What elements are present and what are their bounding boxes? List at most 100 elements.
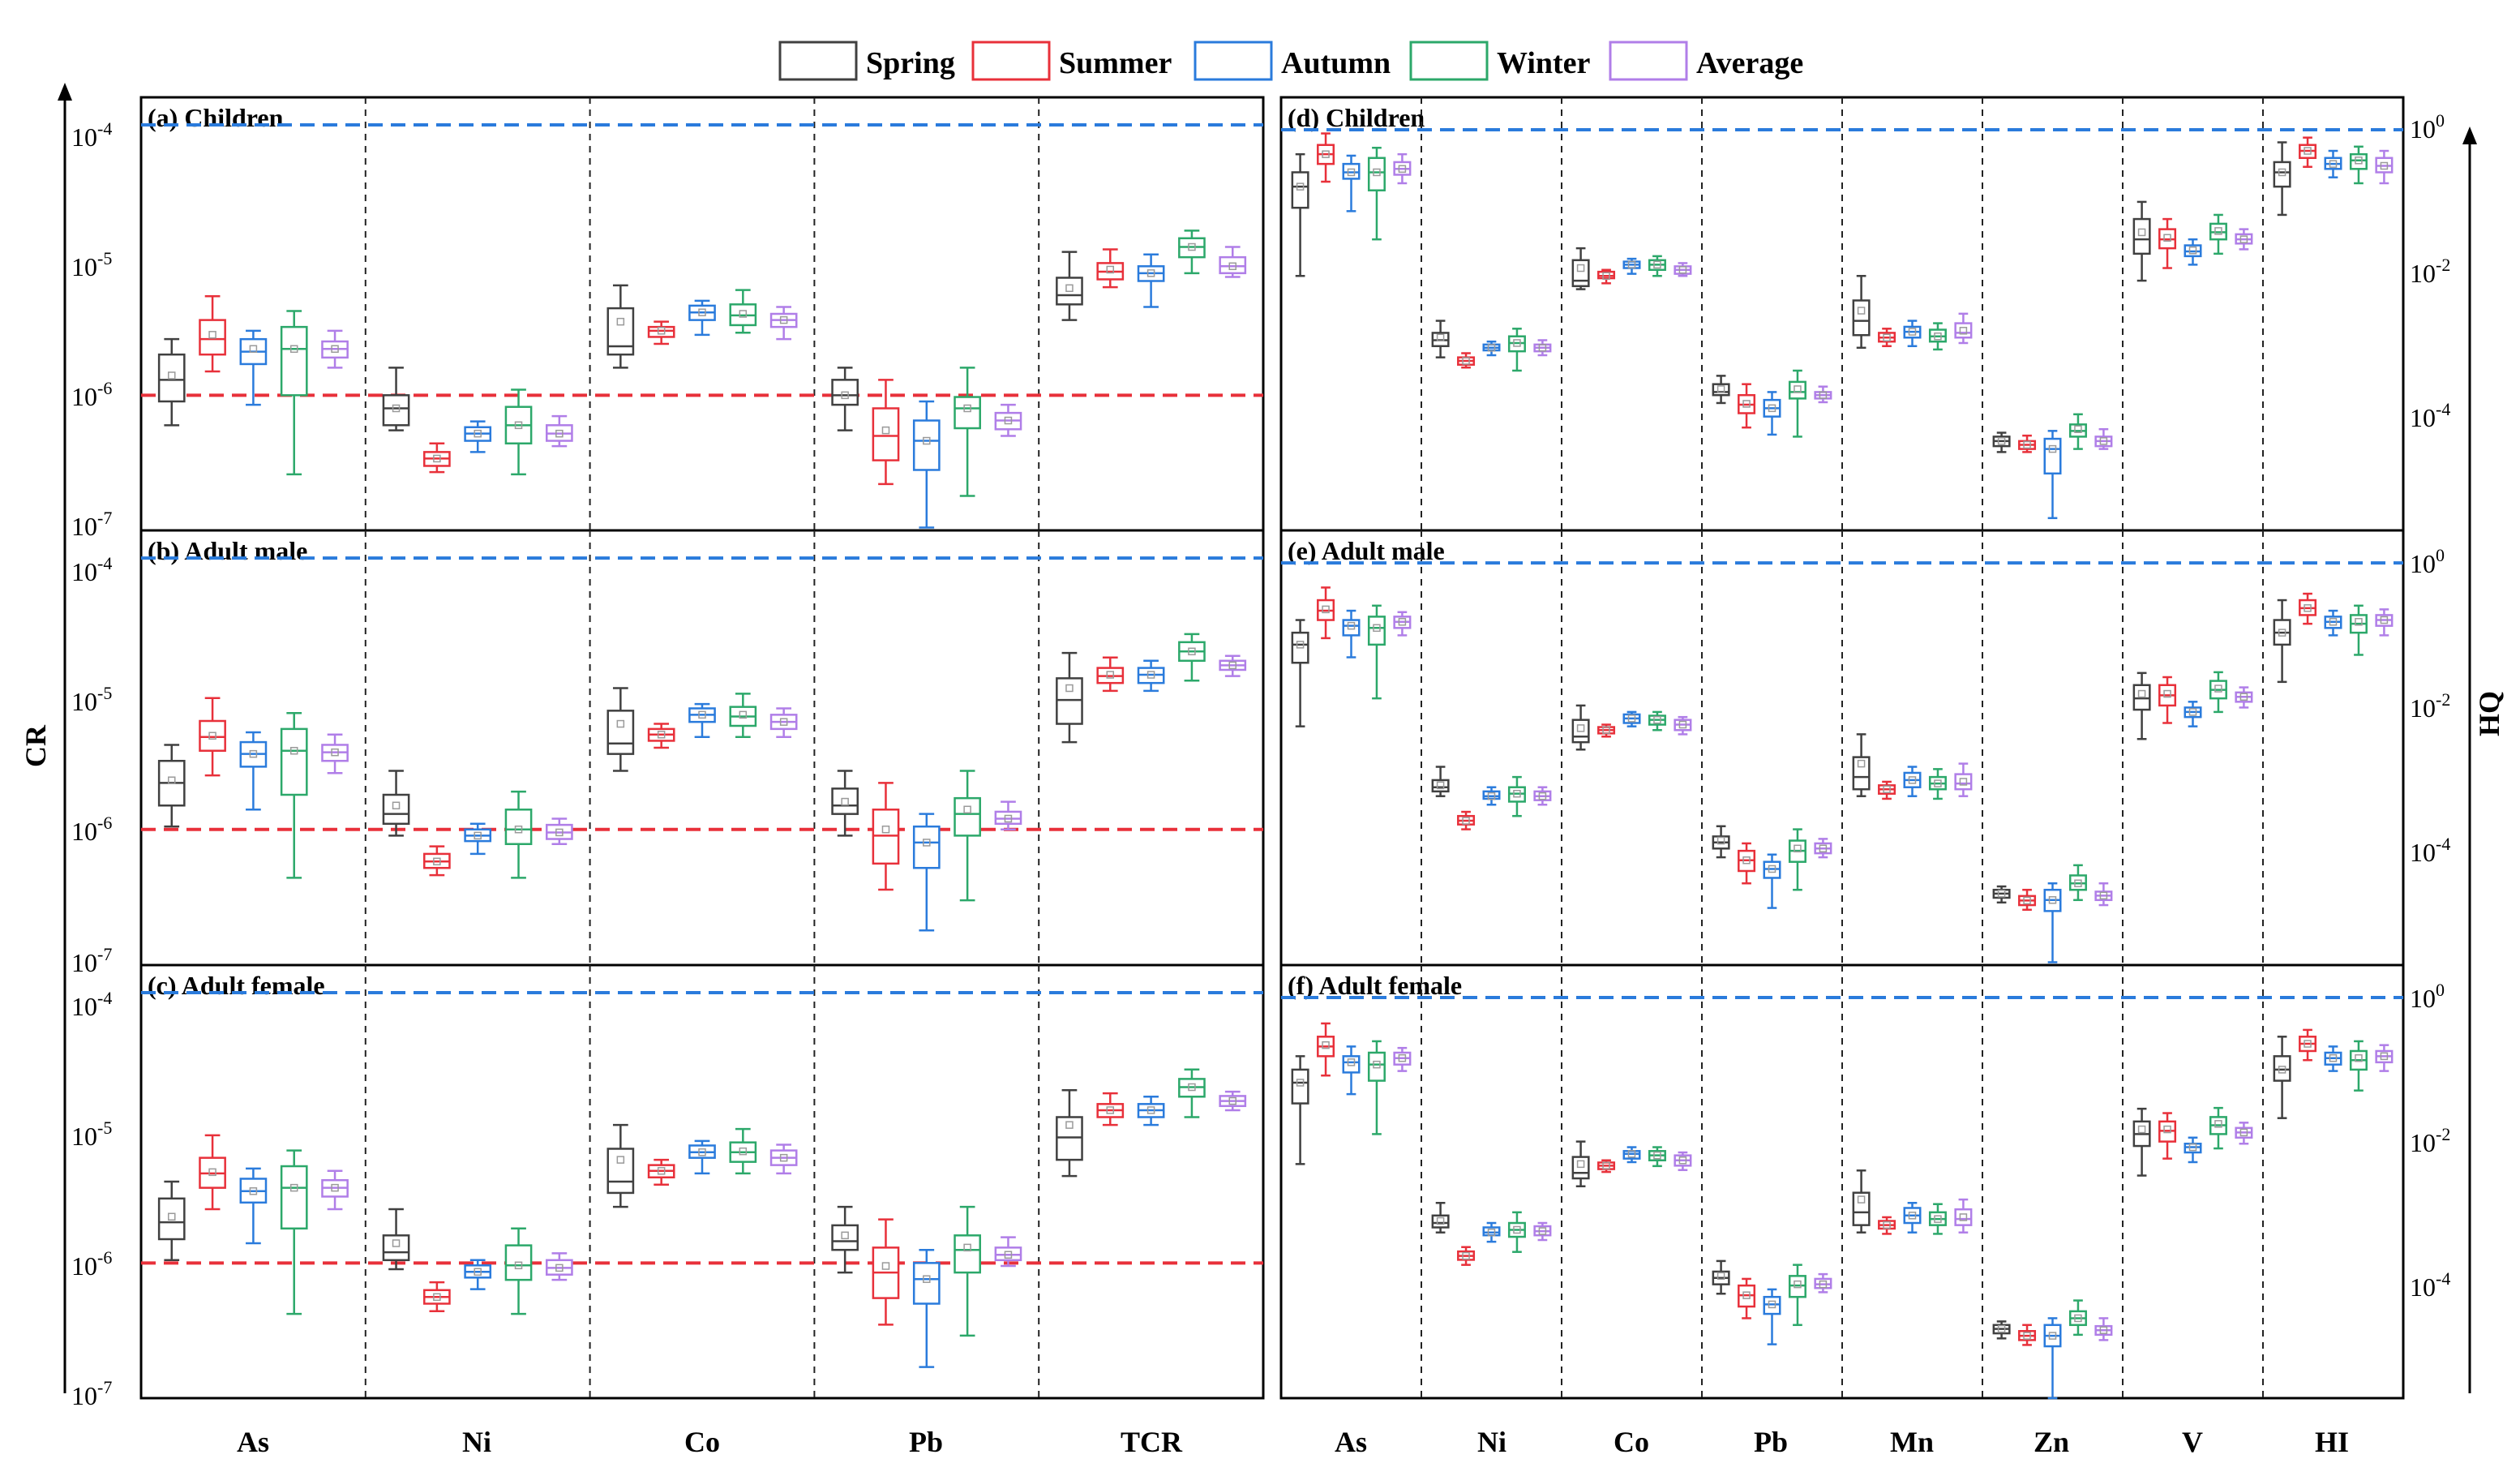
box-c-pb-autumn-mean-marker — [923, 1275, 931, 1283]
box-e-v-spring-mean-marker — [2137, 689, 2146, 698]
chart-marks — [141, 97, 2403, 1400]
box-f-pb-autumn-mean-marker — [1768, 1300, 1776, 1309]
box-d-hi-spring-body — [2273, 161, 2291, 188]
x-label-tcr: TCR — [1121, 1426, 1183, 1458]
cr-tick-c-1e-4-base: 10 — [71, 992, 97, 1021]
box-a-ni-winter-mean-marker — [514, 421, 523, 430]
box-d-as-winter-mean-marker — [1373, 168, 1381, 177]
legend-item-average: Average — [1609, 41, 1803, 81]
box-e-ni-average-mean-marker — [1538, 792, 1547, 800]
box-e-mn-average-body — [1954, 773, 1973, 791]
cr-tick-c-1e-4-exp: -4 — [97, 988, 112, 1008]
box-a-pb-summer-body — [872, 407, 900, 461]
box-b-ni-winter-mean-marker — [514, 825, 523, 834]
box-e-zn-spring-mean-marker — [1997, 890, 2006, 898]
box-d-pb-average-mean-marker — [1819, 391, 1828, 399]
box-b-as-spring-mean-marker — [167, 776, 176, 784]
box-f-v-summer-mean-marker — [2163, 1125, 2171, 1134]
box-d-zn-autumn-mean-marker — [2048, 444, 2057, 453]
box-b-pb-average-mean-marker — [1004, 814, 1013, 823]
cr-tick-b-1e-5-base: 10 — [71, 687, 97, 716]
cr-tick-b-1e-7-base: 10 — [71, 948, 97, 977]
x-category-labels-left: As Ni Co Pb TCR — [237, 1426, 1183, 1458]
box-d-ni-autumn-mean-marker — [1487, 344, 1496, 352]
box-e-mn-summer-mean-marker — [1883, 785, 1891, 793]
box-d-pb-winter-mean-marker — [1794, 385, 1802, 393]
box-a-as-winter-body — [280, 325, 308, 397]
box-e-as-average-mean-marker — [1398, 618, 1407, 626]
legend-item-autumn: Autumn — [1194, 41, 1391, 81]
hq-tick-e-1e0: 100 — [2410, 545, 2445, 578]
panel-a-title: (a) Children — [148, 103, 284, 132]
box-c-as-spring-body — [157, 1197, 186, 1241]
box-a-co-summer-body — [647, 325, 675, 338]
box-e-v-autumn-mean-marker — [2188, 708, 2197, 716]
box-e-co-summer-mean-marker — [1602, 726, 1610, 735]
box-e-v-summer-mean-marker — [2163, 689, 2171, 698]
box-c-co-autumn-mean-marker — [698, 1148, 706, 1156]
box-d-hi-average-mean-marker — [2380, 161, 2389, 170]
box-d-v-spring-body — [2132, 217, 2151, 255]
cr-tick-b-1e-6: 10-6 — [71, 813, 112, 846]
x-label-co-left: Co — [684, 1426, 720, 1458]
box-f-as-summer-mean-marker — [1322, 1040, 1330, 1049]
box-f-ni-average-mean-marker — [1538, 1227, 1547, 1235]
legend-swatch-summer — [971, 41, 1051, 81]
box-d-as-autumn-mean-marker — [1347, 168, 1356, 177]
box-f-co-autumn-mean-marker — [1627, 1150, 1636, 1158]
box-e-as-autumn-mean-marker — [1347, 621, 1356, 630]
legend: Spring Summer Autumn Winter Average — [778, 41, 1803, 81]
cr-tick-b-1e-5-exp: -5 — [97, 683, 112, 703]
box-e-as-summer-mean-marker — [1322, 605, 1330, 614]
box-c-as-spring-mean-marker — [167, 1212, 176, 1221]
box-f-ni-spring-body — [1431, 1214, 1450, 1229]
box-d-v-summer-mean-marker — [2163, 234, 2171, 242]
box-e-as-winter-mean-marker — [1373, 624, 1381, 633]
box-f-co-summer-mean-marker — [1602, 1161, 1610, 1170]
box-d-co-average-mean-marker — [1678, 266, 1687, 274]
box-b-co-autumn-mean-marker — [698, 710, 706, 719]
box-d-ni-spring-mean-marker — [1436, 333, 1445, 342]
box-b-tcr-summer-mean-marker — [1106, 671, 1115, 679]
box-d-mn-average-body — [1954, 322, 1973, 339]
hq-tick-d-1e-4-base: 10 — [2410, 403, 2436, 432]
box-e-v-winter-mean-marker — [2214, 684, 2222, 693]
legend-item-summer: Summer — [971, 41, 1172, 81]
hq-tick-f-1e-4-exp: -4 — [2436, 1268, 2450, 1289]
x-label-ni-left: Ni — [462, 1426, 491, 1458]
legend-label-spring: Spring — [866, 46, 955, 80]
box-b-co-spring-mean-marker — [616, 719, 625, 728]
x-label-pb-left: Pb — [909, 1426, 943, 1458]
box-f-co-winter-mean-marker — [1653, 1151, 1661, 1160]
box-a-tcr-winter-mean-marker — [1188, 242, 1196, 251]
cr-tick-a-1e-5: 10-5 — [71, 248, 112, 281]
cr-tick-b-1e-4: 10-4 — [71, 553, 112, 586]
box-a-co-summer-mean-marker — [657, 327, 666, 335]
hq-tick-d-1e-4: 10-4 — [2410, 399, 2450, 432]
hq-tick-d-1e0-base: 10 — [2410, 114, 2436, 144]
cr-tick-c-1e-6-exp: -6 — [97, 1247, 112, 1268]
left-panel-frames — [139, 96, 1265, 1400]
x-label-as-left: As — [237, 1426, 269, 1458]
box-b-as-winter-body — [280, 727, 308, 796]
box-a-ni-spring-body — [382, 394, 410, 427]
box-d-co-spring-mean-marker — [1576, 264, 1585, 272]
hq-tick-d-1e0: 100 — [2410, 110, 2445, 144]
y-axis-title-hq: HQ — [2473, 691, 2505, 736]
box-c-pb-spring-body — [831, 1224, 859, 1251]
box-d-hi-summer-mean-marker — [2304, 147, 2312, 155]
hq-axis-arrowhead-icon — [2462, 127, 2477, 144]
box-a-pb-winter-mean-marker — [963, 404, 971, 413]
box-f-ni-spring-mean-marker — [1436, 1216, 1445, 1225]
box-c-co-spring-mean-marker — [616, 1156, 625, 1164]
box-d-mn-winter-mean-marker — [1934, 332, 1942, 341]
cr-tick-c-1e-5: 10-5 — [71, 1118, 112, 1151]
x-label-as-right: As — [1335, 1426, 1367, 1458]
box-f-mn-autumn-mean-marker — [1908, 1212, 1917, 1220]
box-f-ni-autumn-mean-marker — [1487, 1228, 1496, 1237]
box-d-co-summer-mean-marker — [1602, 272, 1610, 281]
cr-tick-a-1e-4: 10-4 — [71, 118, 112, 152]
hq-tick-e-1e-2-exp: -2 — [2436, 689, 2450, 710]
box-c-co-average-mean-marker — [779, 1153, 788, 1162]
x-label-zn: Zn — [2034, 1426, 2069, 1458]
